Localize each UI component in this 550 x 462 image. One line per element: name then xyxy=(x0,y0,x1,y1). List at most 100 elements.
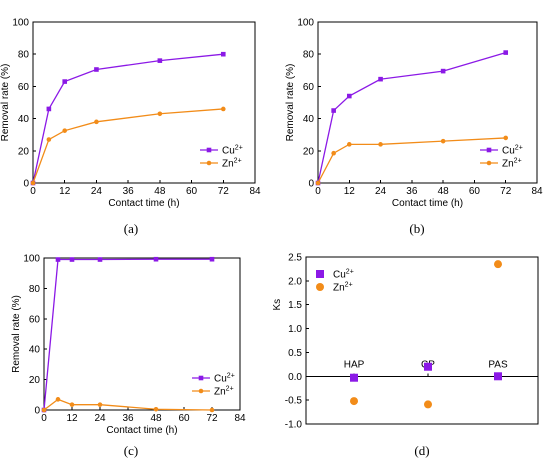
legend-label-zn: Zn2+ xyxy=(333,282,353,294)
x-tick-label: 60 xyxy=(186,186,198,197)
data-point-zn xyxy=(220,106,226,112)
data-point-cu xyxy=(331,108,336,113)
x-axis-label: Contact time (h) xyxy=(108,198,179,209)
data-point-zn xyxy=(46,137,52,142)
data-point-cu xyxy=(350,373,358,382)
y-tick-label: 40 xyxy=(29,345,41,356)
y-tick-label: 0.5 xyxy=(288,348,302,359)
legend-marker-cu xyxy=(486,147,492,153)
data-point-cu xyxy=(220,51,226,57)
legend-label-zn-base: Zn xyxy=(222,159,234,170)
data-point-zn xyxy=(331,150,336,156)
legend-label-zn: Zn2+ xyxy=(222,158,242,170)
y-tick-label: 80 xyxy=(303,50,315,61)
y-tick-label: -1.0 xyxy=(285,420,303,431)
legend-label-zn-base: Zn xyxy=(333,283,345,294)
legend-label-cu: Cu2+ xyxy=(222,145,243,157)
y-tick-label: 100 xyxy=(23,254,40,265)
data-point-zn xyxy=(350,397,358,406)
y-tick-label: 60 xyxy=(18,82,30,93)
y-tick-label: 40 xyxy=(303,114,315,125)
data-point-cu xyxy=(209,256,215,262)
data-point-cu xyxy=(94,67,99,72)
y-tick-label: 60 xyxy=(29,314,41,325)
data-point-cu xyxy=(46,106,52,112)
data-point-zn xyxy=(440,138,446,144)
data-point-zn xyxy=(315,180,321,186)
legend-label-zn-base: Zn xyxy=(214,387,226,398)
y-tick-label: 40 xyxy=(18,114,30,125)
data-point-cu xyxy=(97,257,103,262)
y-tick-label: 2.0 xyxy=(288,276,302,287)
y-axis-label: Ks xyxy=(272,299,283,311)
y-tick-label: 100 xyxy=(12,18,29,29)
legend-label-cu-sup: 2+ xyxy=(515,145,523,152)
series-line-cu xyxy=(43,258,212,411)
chart-3: 0 12 24 36 48 60 72 84 0 20 40 60 80 100 Contact time … xyxy=(11,254,246,459)
legend-label-cu-base: Cu xyxy=(502,146,515,157)
x-tick-label: 48 xyxy=(154,186,166,197)
y-tick-label: -0.5 xyxy=(285,396,303,407)
plot-frame xyxy=(43,257,241,411)
data-point-cu xyxy=(69,257,75,262)
x-tick-label: 60 xyxy=(469,186,481,197)
y-tick-label: 20 xyxy=(303,146,315,157)
data-point-cu xyxy=(440,68,446,74)
legend-label-cu-base: Cu xyxy=(333,270,346,281)
y-axis-label: Removal rate (%) xyxy=(285,64,296,142)
series-line-zn xyxy=(43,398,213,411)
data-point-cu xyxy=(157,58,163,63)
legend-label-zn: Zn2+ xyxy=(214,386,234,398)
x-tick-label: 0 xyxy=(315,186,321,197)
x-tick-label: 84 xyxy=(249,186,261,197)
y-tick-label: 20 xyxy=(29,375,41,386)
panel-label: (c) xyxy=(124,443,138,458)
x-tick-label: 48 xyxy=(150,413,162,424)
legend-marker-zn xyxy=(486,160,492,166)
data-point-zn xyxy=(157,111,163,117)
legend-label-cu-base: Cu xyxy=(222,146,235,157)
y-tick-label: 80 xyxy=(29,284,41,295)
data-point-zn xyxy=(62,128,68,133)
x-tick-label: 12 xyxy=(59,186,71,197)
y-tick-label: 0 xyxy=(34,406,40,417)
x-tick-label: 84 xyxy=(234,413,246,424)
category-label: HAP xyxy=(344,360,365,371)
legend-marker-cu xyxy=(316,270,324,278)
data-point-zn xyxy=(30,180,36,186)
series-line-zn xyxy=(32,108,224,184)
y-tick-label: 0 xyxy=(308,179,314,190)
legend-label-zn-sup: 2+ xyxy=(226,386,234,393)
x-tick-label: 24 xyxy=(91,186,103,197)
x-tick-label: 84 xyxy=(531,186,543,197)
legend-marker-zn xyxy=(206,160,212,166)
x-tick-label: 72 xyxy=(206,413,218,424)
x-tick-label: 12 xyxy=(344,186,356,197)
data-point-cu xyxy=(153,256,159,262)
x-tick-label: 72 xyxy=(500,186,512,197)
panel-label: (a) xyxy=(124,221,138,236)
legend-label-cu-sup: 2+ xyxy=(346,269,354,276)
x-tick-label: 0 xyxy=(41,413,47,424)
legend-label-cu: Cu2+ xyxy=(333,269,354,281)
x-tick-label: 48 xyxy=(438,186,450,197)
legend-label-zn: Zn2+ xyxy=(502,158,522,170)
data-point-cu xyxy=(494,372,502,381)
y-tick-label: 2.5 xyxy=(288,253,302,264)
data-point-zn xyxy=(424,400,432,409)
series-line-zn xyxy=(317,137,506,184)
chart-1: 0 12 24 36 48 60 72 84 0 20 40 60 80 100 Contact time … xyxy=(0,18,261,237)
y-tick-label: 1.0 xyxy=(288,324,302,335)
y-tick-label: 1.5 xyxy=(288,300,302,311)
panel-label: (d) xyxy=(414,443,429,458)
legend-label-cu-base: Cu xyxy=(214,374,227,385)
chart-2: 0 12 24 36 48 60 72 84 0 20 40 60 80 100 Contact time … xyxy=(285,18,543,237)
data-point-zn xyxy=(503,135,509,141)
data-point-zn xyxy=(209,407,215,413)
series-line-cu xyxy=(317,51,506,184)
data-point-cu xyxy=(346,93,352,99)
y-axis-label: Removal rate (%) xyxy=(11,295,22,373)
x-tick-label: 0 xyxy=(30,186,36,197)
data-point-zn xyxy=(153,406,159,412)
x-tick-label: 60 xyxy=(178,413,190,424)
